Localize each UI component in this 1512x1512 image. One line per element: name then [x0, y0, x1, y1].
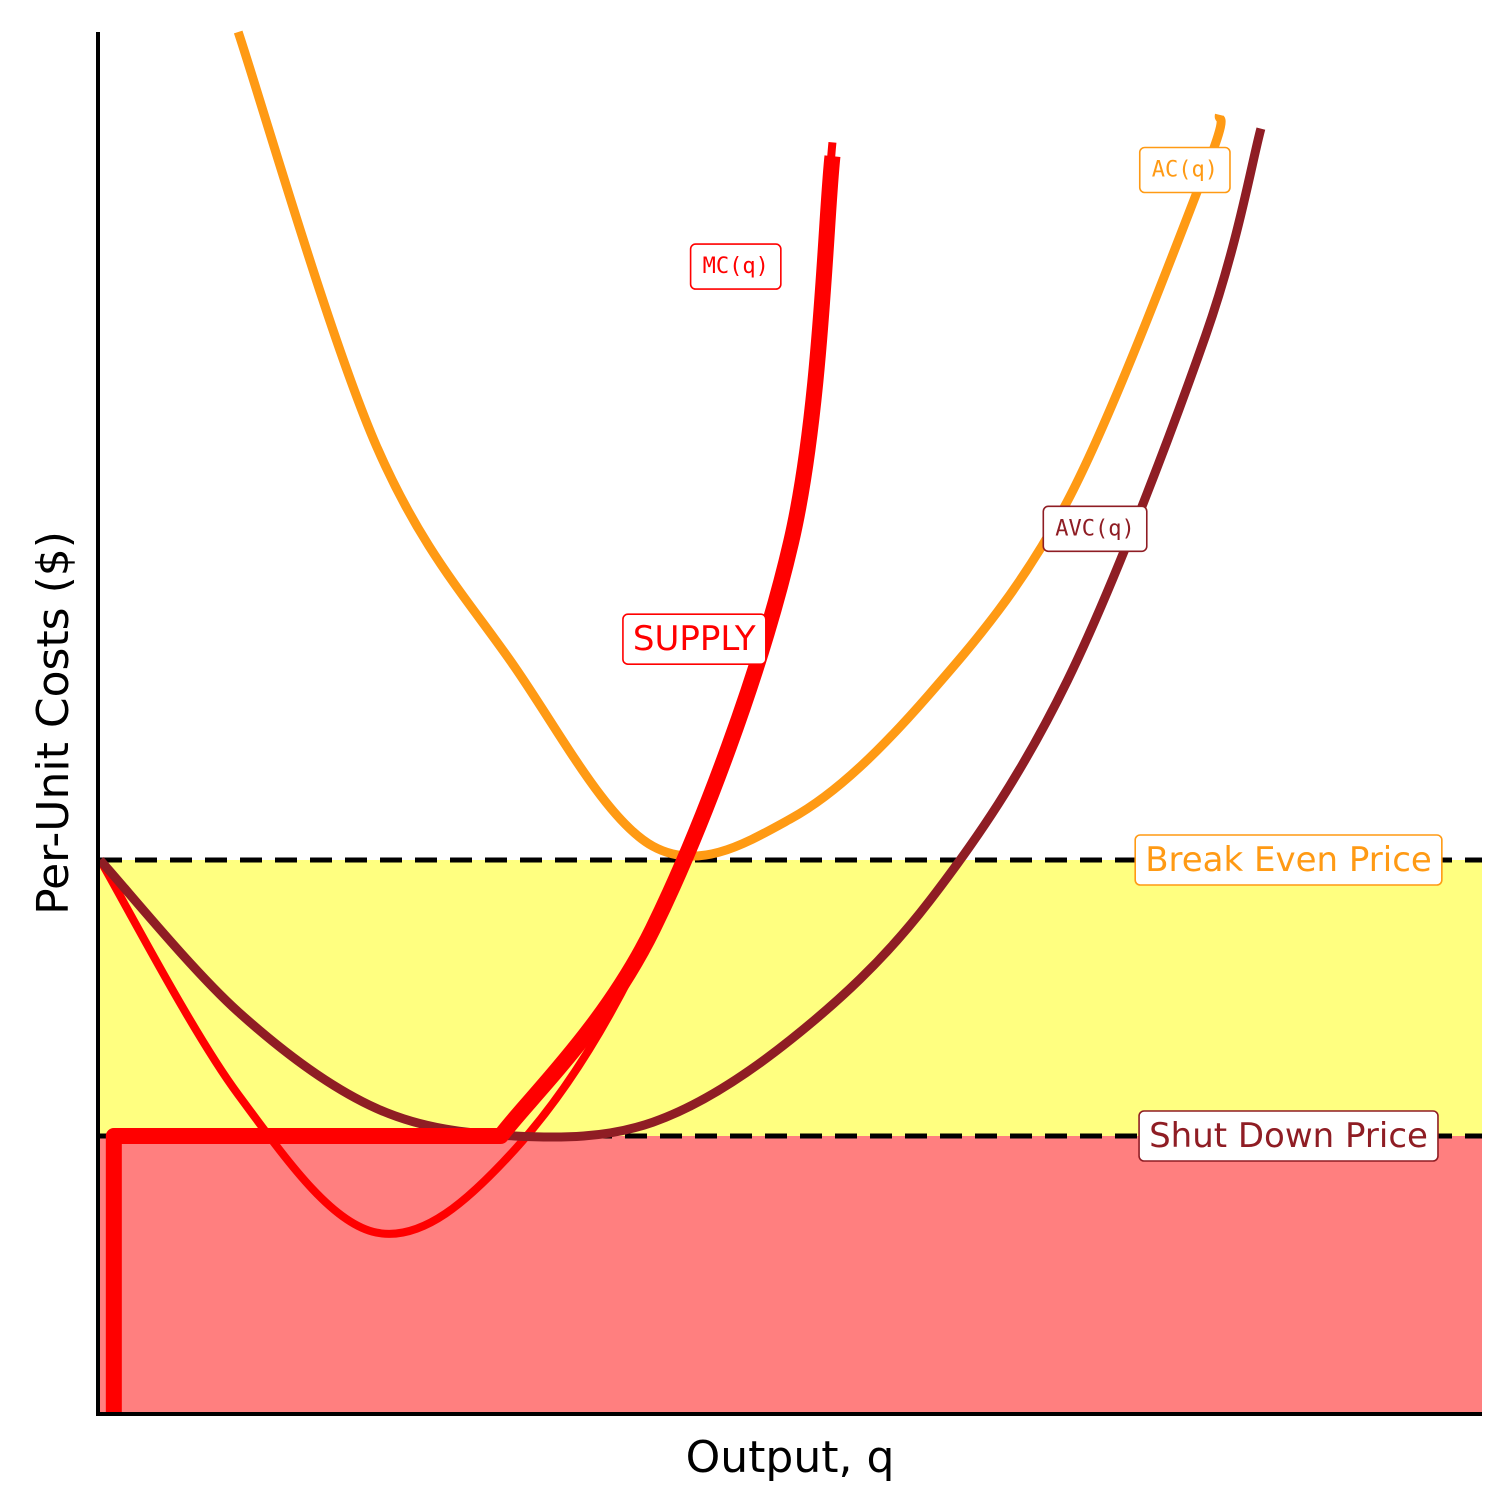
region-between-shutdown-and-breakeven [100, 860, 1482, 1136]
shutdown-label-text: Shut Down Price [1149, 1116, 1428, 1156]
mc-label: MC(q) [691, 244, 781, 289]
x-axis-label: Output, q [686, 1432, 895, 1483]
shutdown-label: Shut Down Price [1139, 1111, 1438, 1161]
ac-label: AC(q) [1140, 148, 1230, 193]
supply-label: SUPPLY [623, 614, 766, 664]
ac-label-text: AC(q) [1152, 158, 1218, 183]
breakeven-label: Break Even Price [1135, 835, 1442, 885]
mc-label-text: MC(q) [703, 254, 769, 279]
breakeven-label-text: Break Even Price [1145, 840, 1432, 880]
y-axis-label: Per-Unit Costs ($) [28, 531, 79, 915]
supply-label-text: SUPPLY [633, 619, 756, 659]
avc-label: AVC(q) [1043, 506, 1146, 551]
avc-label-text: AVC(q) [1055, 516, 1134, 541]
